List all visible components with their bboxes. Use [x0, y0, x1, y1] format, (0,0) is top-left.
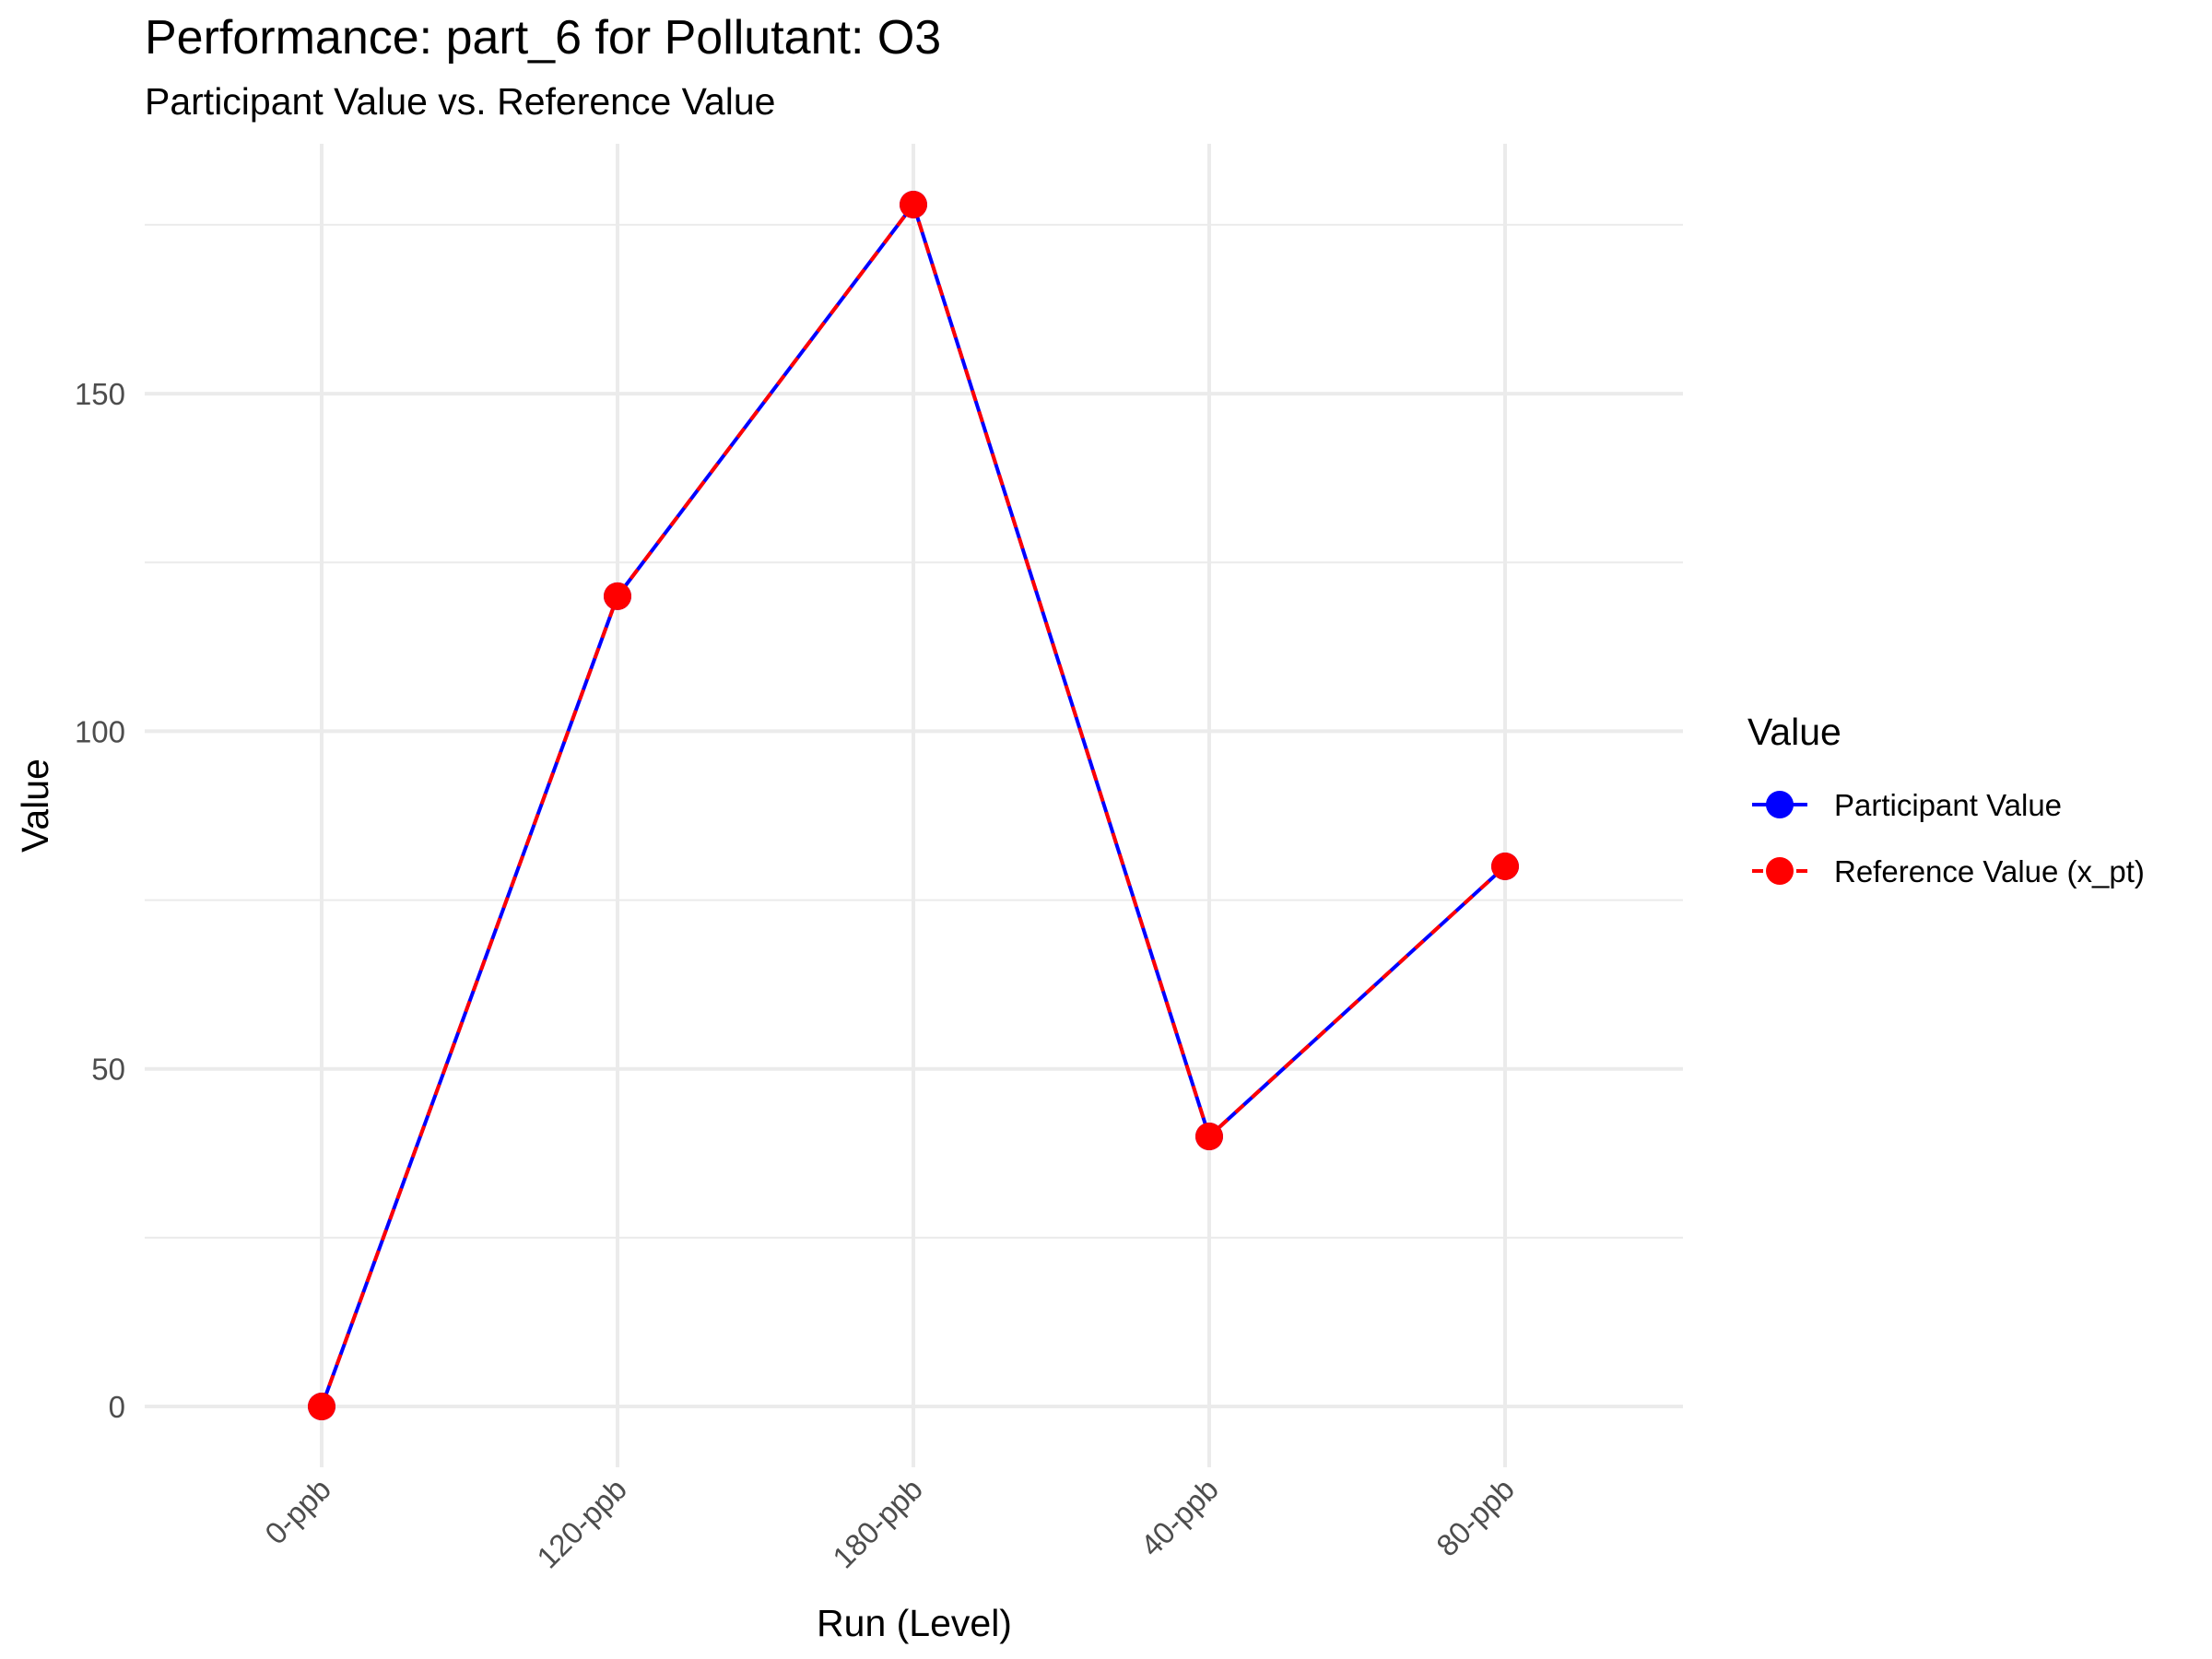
- x-axis-title: Run (Level): [817, 1602, 1012, 1644]
- data-point-reference: [308, 1393, 335, 1421]
- legend-title: Value: [1747, 711, 1841, 753]
- y-tick-label: 50: [91, 1053, 125, 1087]
- x-tick-label: 180-ppb: [826, 1472, 929, 1575]
- y-tick-label: 100: [75, 714, 125, 748]
- x-tick-label: 40-ppb: [1134, 1472, 1225, 1563]
- series-layer: [308, 190, 1519, 1421]
- y-tick-label: 0: [109, 1390, 125, 1424]
- chart-subtitle: Participant Value vs. Reference Value: [145, 80, 775, 123]
- grid-major: [145, 144, 1683, 1467]
- x-tick-label: 0-ppb: [258, 1472, 337, 1551]
- legend: Value Participant Value Reference Value (…: [1747, 711, 2145, 888]
- x-axis-ticks: 0-ppb 120-ppb 180-ppb 40-ppb 80-ppb: [258, 1472, 1521, 1575]
- data-point-reference: [1195, 1123, 1223, 1150]
- legend-key-point-reference: [1766, 857, 1794, 885]
- legend-key-point-participant: [1766, 791, 1794, 818]
- x-tick-label: 120-ppb: [530, 1472, 633, 1575]
- chart-title: Performance: part_6 for Pollutant: O3: [145, 11, 941, 65]
- data-point-reference: [604, 582, 631, 610]
- x-tick-label: 80-ppb: [1430, 1472, 1521, 1563]
- y-axis-ticks: 0 50 100 150: [75, 377, 125, 1424]
- legend-label-reference: Reference Value (x_pt): [1834, 854, 2145, 888]
- data-point-reference: [1491, 852, 1519, 880]
- data-point-reference: [900, 190, 927, 218]
- y-axis-title: Value: [14, 759, 56, 853]
- legend-label-participant: Participant Value: [1834, 788, 2062, 822]
- y-tick-label: 150: [75, 377, 125, 411]
